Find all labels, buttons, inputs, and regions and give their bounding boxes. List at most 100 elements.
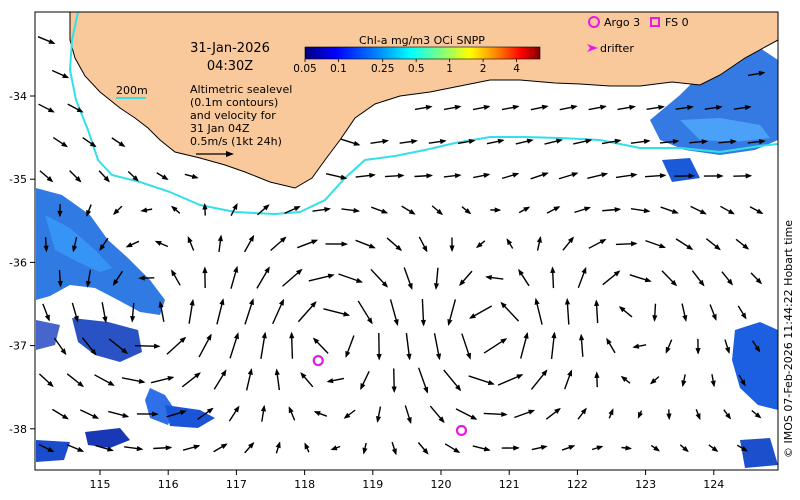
x-axis: 115 116 117 118 119 120 121 122 123 124 <box>90 470 724 491</box>
velocity-arrow <box>325 173 348 180</box>
velocity-arrow <box>501 172 520 180</box>
velocity-arrow <box>518 206 531 214</box>
velocity-arrow <box>257 204 270 216</box>
velocity-arrow <box>71 302 79 323</box>
velocity-arrow <box>704 104 723 111</box>
velocity-arrow <box>618 306 633 318</box>
velocity-arrow <box>270 236 287 251</box>
velocity-arrow <box>632 343 647 349</box>
argo-markers <box>312 354 468 437</box>
velocity-arrow <box>297 301 317 323</box>
velocity-arrow <box>472 445 491 452</box>
velocity-arrow <box>182 444 201 451</box>
velocity-arrow <box>675 238 694 250</box>
velocity-arrow <box>244 298 254 325</box>
velocity-arrow <box>85 269 92 288</box>
velocity-arrow <box>708 444 719 452</box>
velocity-arrow <box>282 268 303 287</box>
velocity-arrow <box>403 267 413 290</box>
contour-legend-label: 200m <box>116 84 148 97</box>
velocity-arrow <box>197 407 214 420</box>
velocity-arrow <box>646 104 665 111</box>
velocity-arrow <box>323 308 351 317</box>
velocity-arrow <box>108 338 129 355</box>
velocity-arrow <box>473 172 491 179</box>
velocity-arrow <box>124 445 144 452</box>
velocity-arrow <box>202 202 208 216</box>
velocity-arrow <box>166 410 187 418</box>
fs-legend-icon <box>650 17 660 27</box>
velocity-arrow <box>601 138 622 145</box>
velocity-arrow <box>428 138 447 145</box>
velocity-arrow <box>72 236 78 253</box>
velocity-arrow <box>429 405 445 424</box>
velocity-arrow <box>652 303 658 322</box>
velocity-arrow <box>666 409 672 421</box>
velocity-arrow <box>288 406 296 421</box>
velocity-arrow <box>675 104 694 111</box>
velocity-arrow <box>230 202 238 217</box>
velocity-arrow <box>457 138 476 145</box>
velocity-arrow <box>66 373 84 388</box>
velocity-arrow <box>274 368 281 391</box>
velocity-arrow <box>158 300 165 322</box>
velocity-arrow <box>733 104 752 111</box>
velocity-arrow <box>304 442 310 453</box>
velocity-arrow <box>459 270 473 287</box>
velocity-arrow <box>630 138 651 145</box>
velocity-arrow <box>384 173 405 179</box>
velocity-arrow <box>86 204 92 217</box>
velocity-arrow <box>602 270 621 286</box>
velocity-arrow <box>67 103 84 113</box>
velocity-arrow <box>490 207 502 213</box>
info-line-2: (0.1m contours) <box>190 96 278 109</box>
velocity-arrow <box>156 172 169 181</box>
velocity-arrow <box>483 411 508 417</box>
velocity-arrow <box>401 205 416 215</box>
velocity-arrow <box>591 445 604 451</box>
velocity-arrow <box>559 104 578 111</box>
velocity-arrow <box>260 404 266 422</box>
velocity-arrow <box>228 405 240 422</box>
colorbar-ticks: 0.05 0.1 0.25 0.5 1 2 4 <box>293 59 520 75</box>
velocity-arrow <box>747 139 766 145</box>
map-time: 04:30Z <box>207 59 253 74</box>
velocity-arrow <box>52 136 68 148</box>
y-axis: -34 -35 -36 -37 -38 <box>9 90 35 436</box>
velocity-arrow <box>357 300 373 325</box>
velocity-arrow <box>615 241 638 247</box>
velocity-arrow <box>574 206 591 214</box>
velocity-arrow <box>472 104 491 111</box>
velocity-arrow <box>370 268 389 288</box>
velocity-arrow <box>79 409 100 419</box>
velocity-arrow <box>229 332 239 359</box>
scale-arrow <box>196 151 234 157</box>
velocity-arrow <box>216 298 225 325</box>
velocity-arrow <box>506 238 514 249</box>
colorbar-tick-label: 1 <box>446 63 453 75</box>
velocity-arrow <box>650 444 661 452</box>
velocity-arrow <box>449 237 455 253</box>
velocity-arrow <box>289 331 295 359</box>
velocity-arrow <box>674 173 696 179</box>
velocity-arrow <box>486 138 505 145</box>
argo-legend-label: Argo 3 <box>604 16 640 29</box>
velocity-arrow <box>170 205 181 214</box>
velocity-arrow <box>475 240 486 249</box>
x-tick-label: 116 <box>158 478 179 491</box>
velocity-arrow <box>405 333 412 361</box>
velocity-arrow <box>709 304 717 321</box>
velocity-arrow <box>375 406 382 423</box>
velocity-arrow <box>414 173 433 179</box>
velocity-arrow <box>38 373 54 388</box>
velocity-arrow <box>724 339 731 354</box>
velocity-arrow <box>341 207 361 214</box>
velocity-arrow <box>705 238 721 251</box>
colorbar-title: Chl-a mg/m3 OCi SNPP <box>359 34 485 47</box>
x-tick-label: 118 <box>294 478 315 491</box>
velocity-arrow <box>338 273 363 283</box>
velocity-arrow <box>230 265 239 289</box>
velocity-arrow <box>738 374 746 387</box>
velocity-arrow <box>404 405 412 425</box>
